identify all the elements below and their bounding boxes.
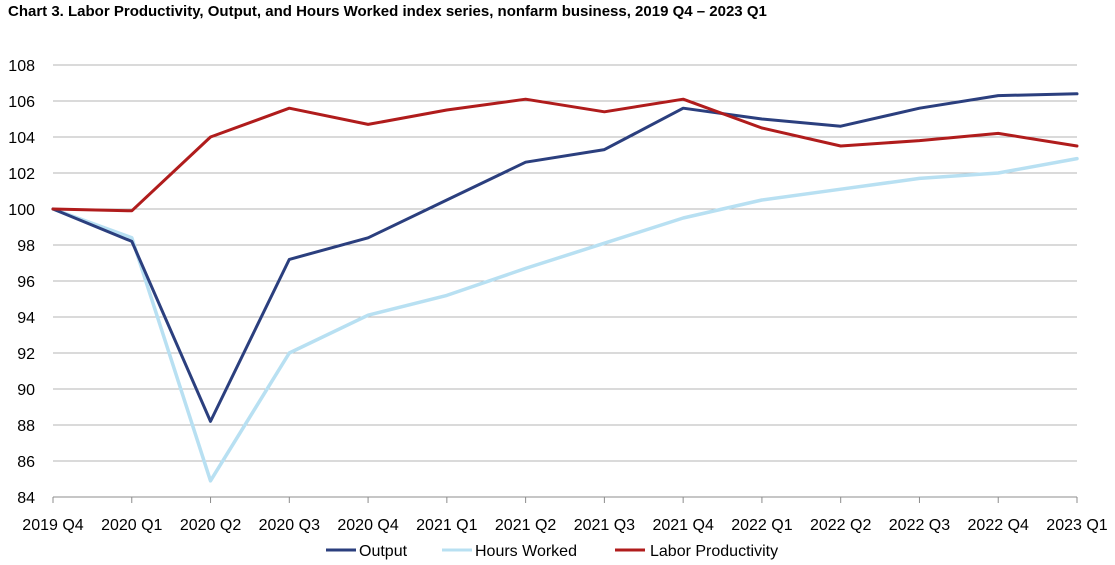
x-tick-label: 2020 Q3 <box>259 517 320 534</box>
y-tick-label: 98 <box>17 238 35 255</box>
x-tick-label: 2020 Q2 <box>180 517 241 534</box>
y-tick-label: 100 <box>8 202 35 219</box>
y-tick-label: 92 <box>17 346 35 363</box>
x-tick-label: 2021 Q2 <box>495 517 556 534</box>
series-lines <box>51 92 1079 483</box>
x-tick-label: 2021 Q4 <box>652 517 713 534</box>
series-line-hours-worked <box>51 156 1079 483</box>
axes <box>52 496 1078 503</box>
y-tick-label: 102 <box>8 166 35 183</box>
legend: Output Hours Worked Labor Productivity <box>326 543 778 560</box>
series-line-output <box>51 92 1079 423</box>
y-tick-label: 94 <box>17 310 35 327</box>
legend-label: Labor Productivity <box>650 543 778 560</box>
x-tick-label: 2022 Q3 <box>889 517 950 534</box>
y-tick-label: 84 <box>17 490 35 507</box>
x-tick-label: 2021 Q1 <box>416 517 477 534</box>
y-tick-label: 90 <box>17 382 35 399</box>
y-tick-label: 88 <box>17 418 35 435</box>
y-tick-label: 86 <box>17 454 35 471</box>
x-tick-label: 2022 Q4 <box>968 517 1029 534</box>
x-tick-label: 2020 Q1 <box>101 517 162 534</box>
y-axis-ticks: 84 86 88 90 92 94 96 98 100 102 104 106 108 <box>8 58 35 507</box>
x-tick-label: 2023 Q1 <box>1046 517 1107 534</box>
y-tick-label: 108 <box>8 58 35 75</box>
legend-label: Output <box>359 543 408 560</box>
x-tick-label: 2020 Q4 <box>337 517 398 534</box>
y-tick-label: 104 <box>8 130 35 147</box>
y-tick-label: 96 <box>17 274 35 291</box>
x-axis-ticks: 2019 Q4 2020 Q1 2020 Q2 2020 Q3 2020 Q4 2021 … <box>22 517 1107 534</box>
x-tick-label: 2022 Q1 <box>731 517 792 534</box>
chart-title: Chart 3. Labor Productivity, Output, and… <box>8 3 767 20</box>
legend-label: Hours Worked <box>475 543 577 560</box>
x-tick-label: 2021 Q3 <box>574 517 635 534</box>
series-line-labor-productivity <box>51 97 1079 213</box>
y-tick-label: 106 <box>8 94 35 111</box>
x-tick-label: 2019 Q4 <box>22 517 83 534</box>
x-tick-label: 2022 Q2 <box>810 517 871 534</box>
gridlines <box>53 64 1077 462</box>
